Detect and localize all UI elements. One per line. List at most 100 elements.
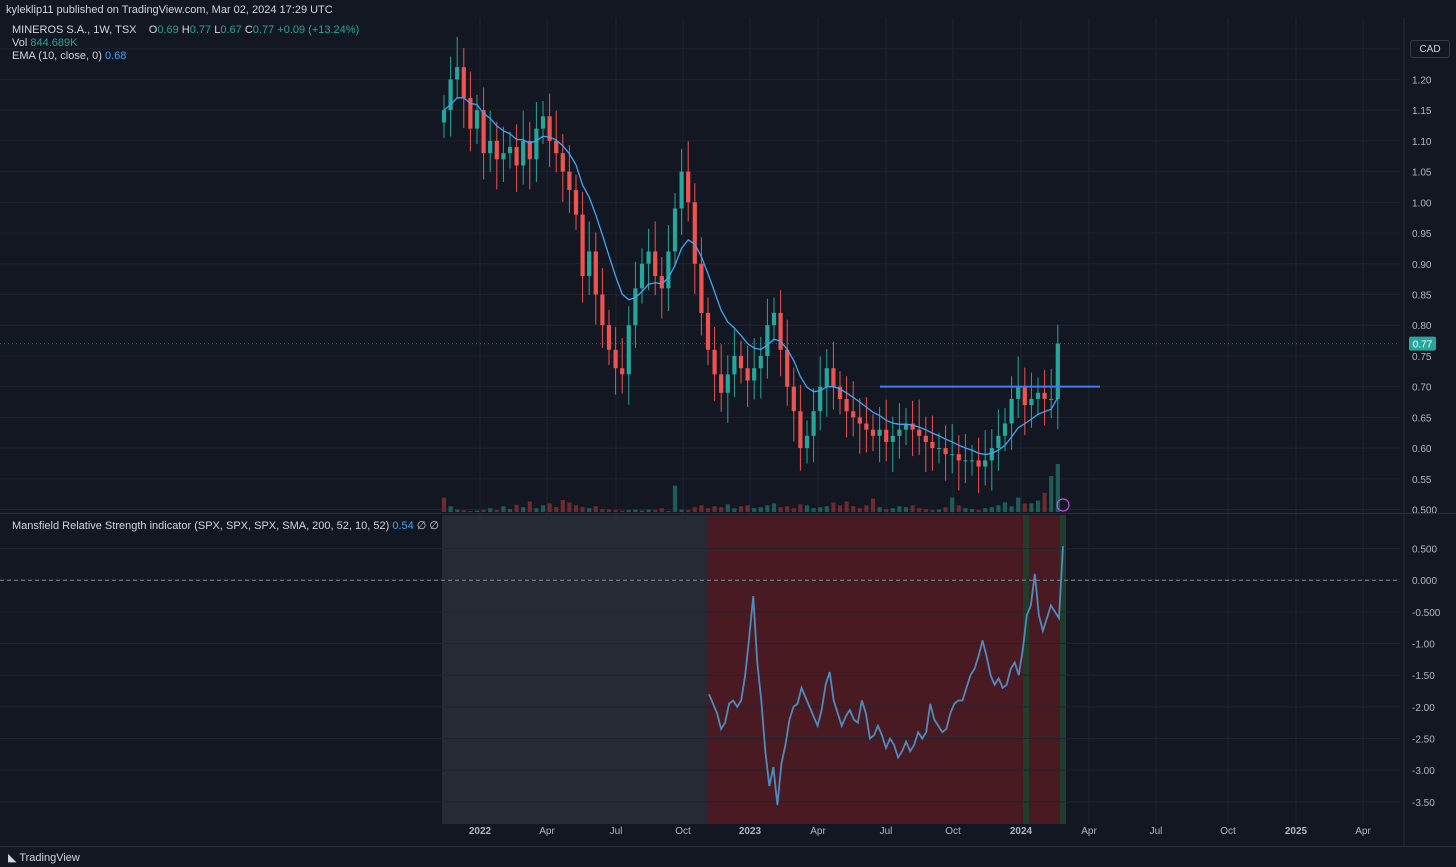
candle-body (534, 128, 539, 160)
candle-body (844, 398, 849, 412)
price-tick: 0.90 (1412, 260, 1432, 271)
volume-bar (870, 498, 876, 512)
mrs-tick: 0.000 (1412, 576, 1437, 587)
volume-label[interactable]: Vol (12, 37, 28, 49)
candle-body (804, 435, 810, 449)
candle-body (936, 448, 942, 450)
volume-bar (765, 505, 770, 512)
volume-value: 844.689K (30, 37, 78, 49)
volume-bar (1016, 497, 1021, 512)
currency-button[interactable]: CAD (1410, 40, 1450, 58)
candle-body (818, 386, 823, 412)
change-value: +0.09 (+13.24%) (277, 24, 360, 36)
candle-body (910, 423, 915, 430)
candle-body (587, 251, 592, 277)
volume-bar (824, 506, 829, 512)
volume-bar (844, 501, 849, 512)
high-value: 0.77 (189, 24, 212, 36)
price-tick: 0.60 (1412, 444, 1432, 455)
volume-bar (910, 505, 915, 512)
volume-bar (969, 509, 975, 512)
candle-body (686, 171, 691, 203)
volume-bar (455, 509, 460, 512)
candle-body (521, 140, 526, 166)
volume-bar (712, 506, 717, 512)
price-tick: 0.55 (1412, 475, 1432, 486)
volume-bar (666, 511, 671, 512)
volume-bar (686, 510, 691, 512)
volume-bar (514, 504, 519, 512)
volume-bar (521, 507, 526, 512)
tradingview-logo: ◣ TradingView (8, 852, 80, 864)
volume-bar (633, 509, 638, 512)
candle-body (969, 460, 975, 462)
candle-body (930, 441, 935, 449)
candle-body (672, 208, 678, 252)
candle-body (593, 251, 598, 295)
volume-bar (804, 505, 810, 512)
price-tick: 1.15 (1412, 106, 1432, 117)
volume-bar (567, 502, 572, 512)
candle-body (870, 429, 876, 436)
volume-bar (679, 509, 684, 512)
x-tick: Apr (539, 826, 555, 837)
volume-bar (587, 508, 592, 512)
candle-body (950, 454, 955, 456)
mrs-line (708, 545, 1064, 806)
symbol-label[interactable]: MINEROS S.A., 1W, TSX (12, 24, 137, 36)
mrs-tick: -2.50 (1412, 735, 1435, 746)
volume-bar (468, 511, 473, 512)
volume-bar (864, 505, 869, 512)
volume-bar (1055, 464, 1060, 512)
candle-body (1035, 392, 1041, 399)
price-tick: 0.75 (1412, 352, 1432, 363)
candle-body (626, 325, 631, 375)
price-tick: 0.70 (1412, 383, 1432, 394)
legend-volume: Vol 844.689K (12, 37, 77, 50)
brand-label: TradingView (19, 852, 80, 864)
price-tick: 1.00 (1412, 198, 1432, 209)
volume-bar (877, 507, 882, 512)
candle-body (884, 429, 889, 442)
volume-bar (547, 503, 552, 512)
chart-area[interactable]: 1.251.201.151.101.051.000.950.900.850.80… (0, 18, 1456, 848)
ema-label[interactable]: EMA (10, close, 0) (12, 50, 102, 62)
volume-bar (613, 510, 618, 512)
volume-bar (983, 508, 988, 512)
volume-bar (745, 505, 750, 512)
volume-bar (950, 497, 955, 512)
candle-body (1016, 386, 1021, 399)
candle-body (639, 263, 645, 289)
mrs-extra: ∅ ∅ (416, 520, 440, 532)
candle-body (606, 325, 612, 350)
volume-bar (837, 505, 843, 512)
candle-body (989, 448, 994, 461)
candle-body (659, 276, 664, 289)
chart-svg[interactable]: 1.251.201.151.101.051.000.950.900.850.80… (0, 18, 1456, 848)
candle-body (646, 251, 651, 264)
x-tick: Jul (1150, 826, 1163, 837)
candle-body (573, 190, 579, 215)
candle-body (837, 386, 843, 399)
mrs-label[interactable]: Mansfield Relative Strength indicator (S… (12, 520, 390, 532)
candle-body (738, 355, 744, 369)
candle-body (474, 110, 480, 129)
candle-body (903, 423, 909, 430)
volume-bar (488, 508, 493, 512)
price-tick: 1.10 (1412, 137, 1432, 148)
candle-body (719, 374, 724, 393)
last-price-label: 0.77 (1413, 340, 1433, 351)
candle-body (983, 460, 988, 467)
volume-bar (923, 509, 928, 512)
mrs-tick: -0.500 (1412, 608, 1441, 619)
low-label: L (214, 24, 221, 36)
volume-bar (653, 510, 658, 512)
ema-value: 0.68 (104, 50, 127, 62)
volume-bar (692, 507, 697, 512)
volume-bar (1049, 476, 1054, 512)
mrs-value: 0.54 (392, 520, 414, 532)
mrs-tick: 0.500 (1412, 545, 1437, 556)
candle-body (976, 460, 981, 467)
candle-body (507, 147, 513, 154)
price-tick: 1.20 (1412, 75, 1432, 86)
